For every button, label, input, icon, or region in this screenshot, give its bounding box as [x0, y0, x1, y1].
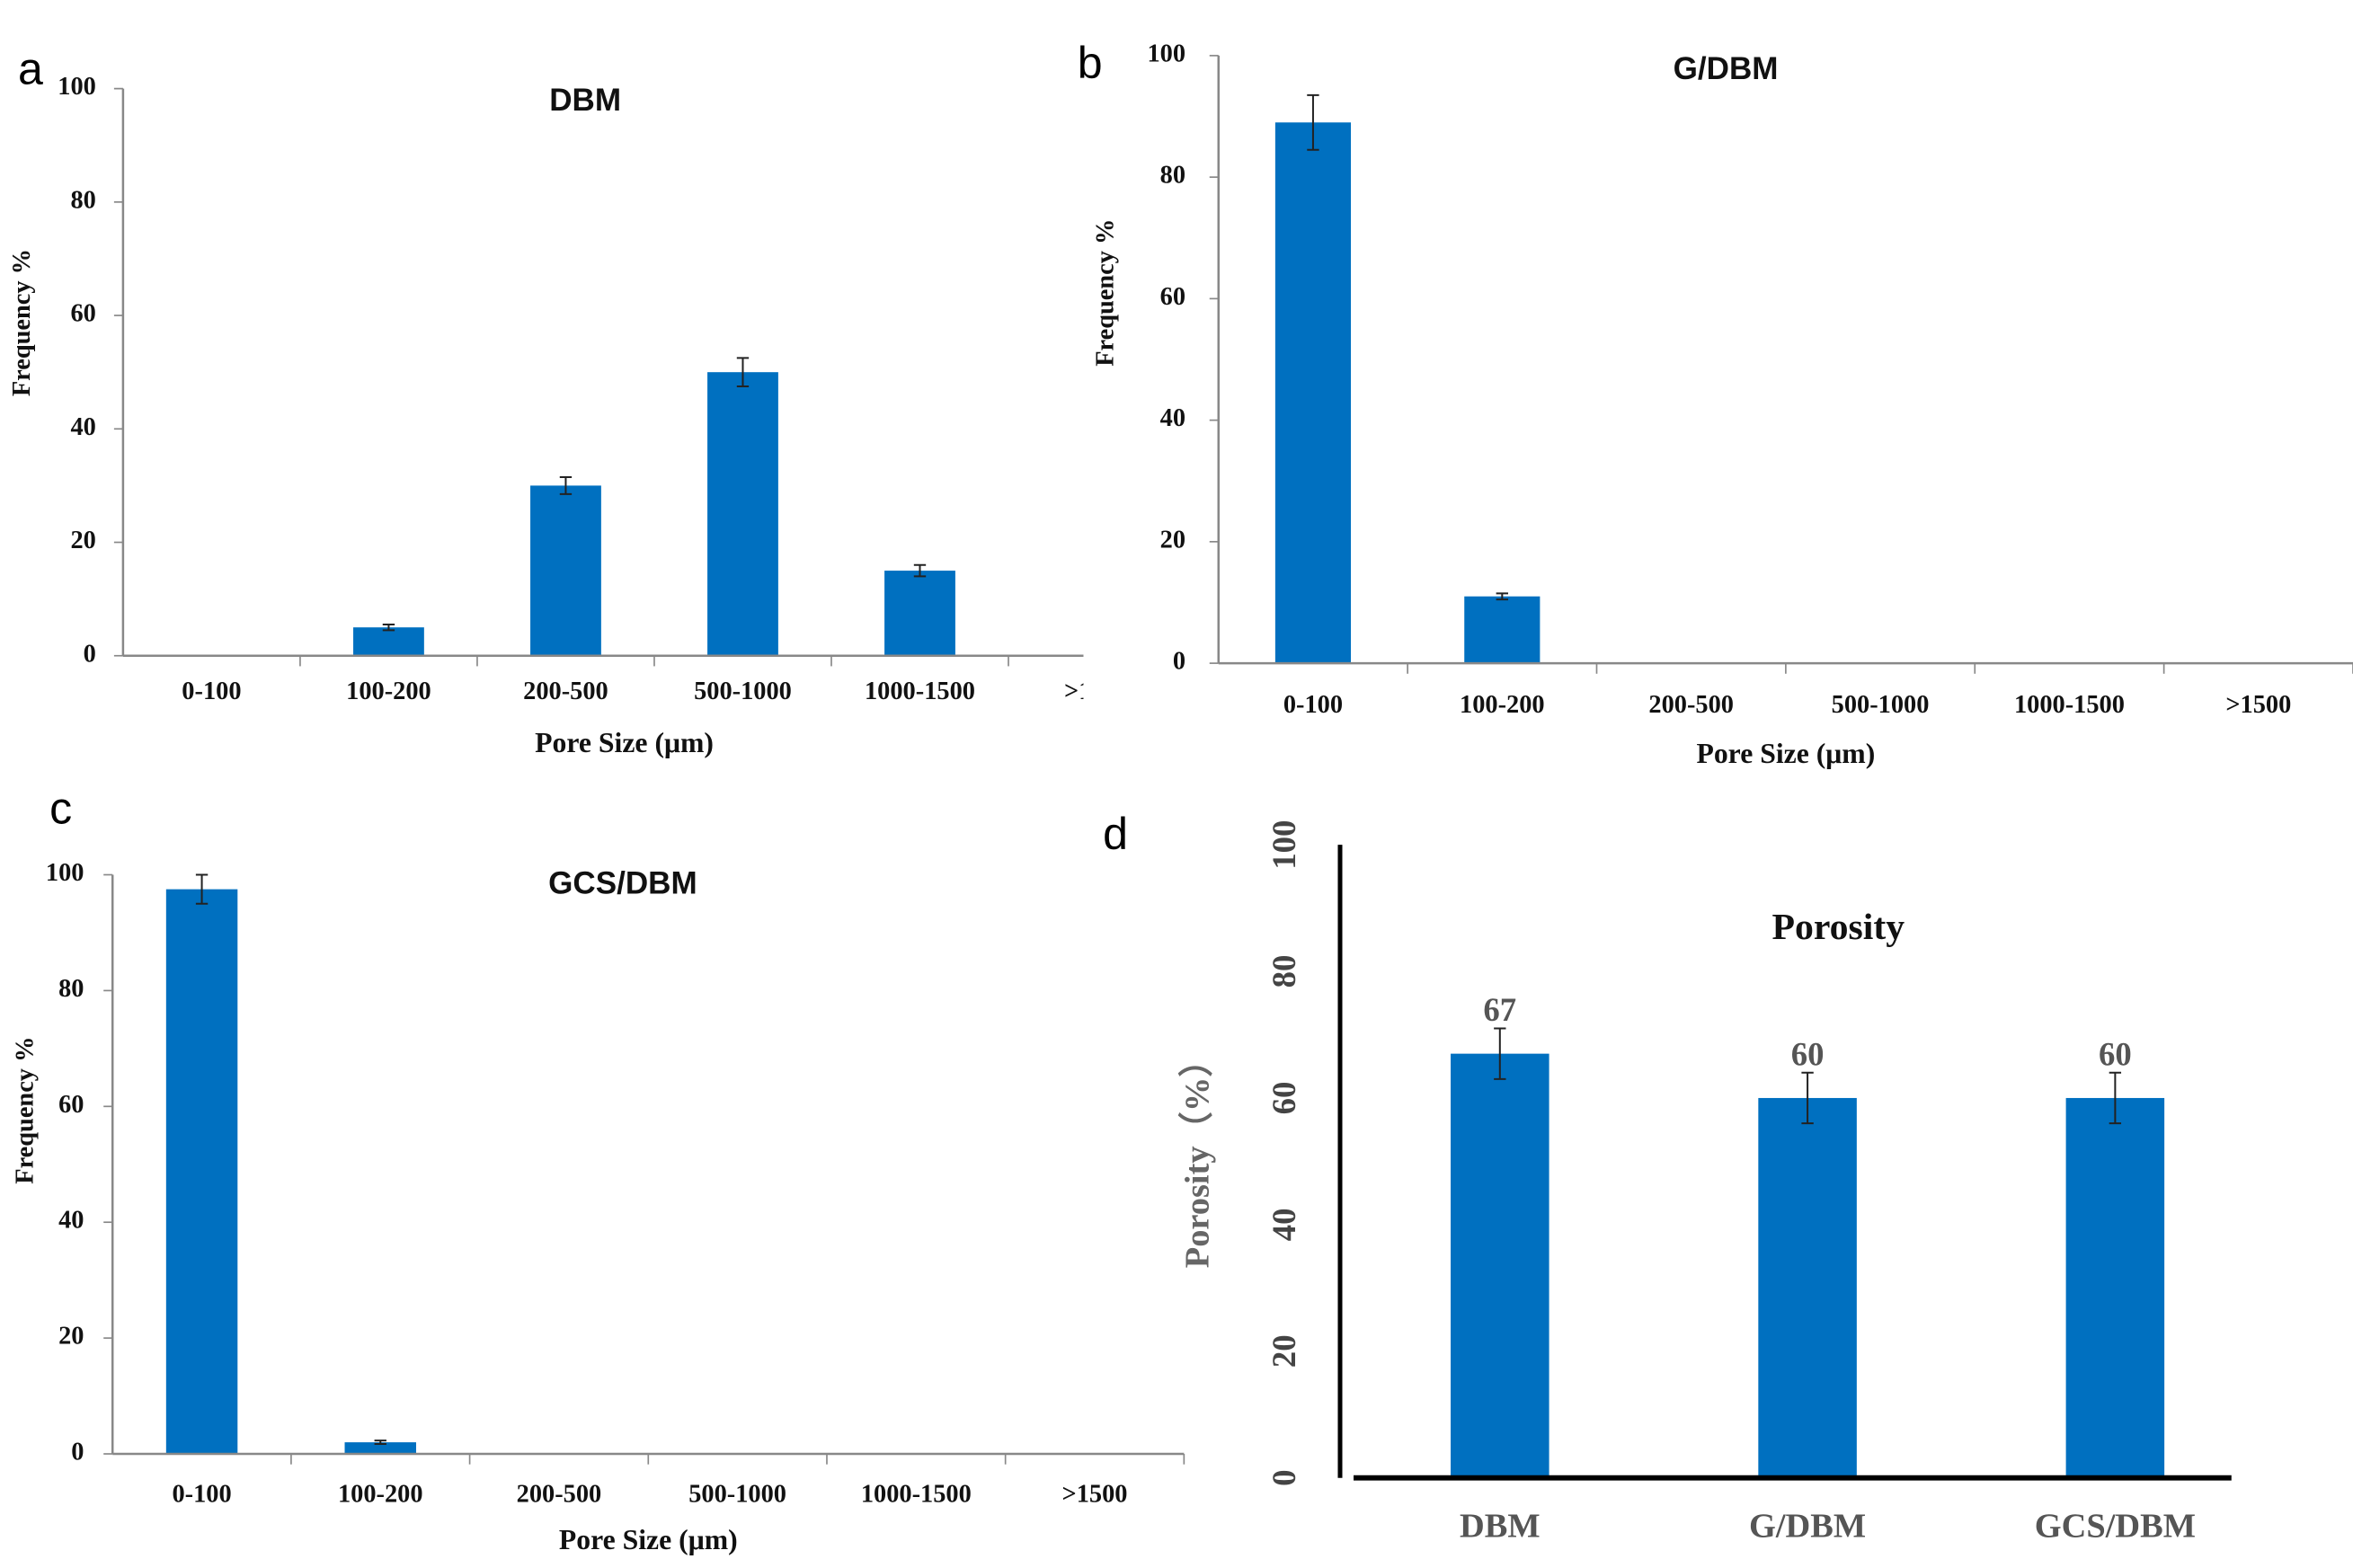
bar — [530, 485, 601, 656]
error-bar — [195, 873, 209, 905]
chart-title: GCS/DBM — [548, 865, 697, 900]
chart-title: G/DBM — [1674, 51, 1779, 86]
y-tick-label: 0 — [84, 640, 96, 668]
x-tick-label: 0-100 — [1283, 691, 1343, 719]
error-bar — [374, 1440, 386, 1446]
x-tick-label: >1500 — [1064, 678, 1130, 705]
y-tick-label: 20 — [58, 1323, 84, 1351]
y-tick-label: 80 — [1160, 162, 1185, 190]
x-tick-label: 200-500 — [517, 1480, 602, 1508]
panel-label: d — [1103, 809, 1128, 859]
error-bar — [1494, 1027, 1506, 1080]
y-tick-label: 100 — [46, 859, 84, 887]
y-axis-label: Frequency % — [12, 1037, 40, 1184]
chart-panel: Porosity 0 20 40 60 80 100 Porosity（%） 67 DBM 60 G/… — [1178, 820, 2232, 1545]
y-tick-label: 100 — [1147, 40, 1185, 67]
bar — [707, 372, 778, 656]
x-tick-label: G/DBM — [1749, 1507, 1866, 1545]
chart-panel: DBM 0 20 40 60 80 100 Frequency % Pore Size (μm)… — [8, 73, 1130, 758]
x-axis-label: Pore Size (μm) — [535, 727, 714, 758]
y-axis-label: Frequency % — [8, 249, 36, 396]
panel-label: b — [1078, 38, 1103, 88]
chart-panel: GCS/DBM 0 20 40 60 80 100 Frequency % Pore Size … — [12, 859, 1185, 1555]
chart-title: Porosity — [1772, 907, 1905, 948]
bar — [1464, 596, 1541, 664]
y-axis-label: Porosity（%） — [1178, 1042, 1217, 1268]
x-tick-label: 0-100 — [182, 678, 241, 705]
error-bar — [559, 475, 573, 495]
y-tick-label: 0 — [1173, 648, 1185, 676]
y-tick-label: 40 — [1160, 404, 1185, 432]
x-tick-label: 500-1000 — [694, 678, 792, 705]
y-tick-label: 100 — [1265, 820, 1302, 870]
x-tick-label: GCS/DBM — [2035, 1507, 2196, 1545]
error-bar — [736, 357, 750, 387]
chart-title: DBM — [549, 83, 621, 118]
y-tick-label: 0 — [1265, 1470, 1302, 1486]
bar — [884, 571, 955, 656]
x-tick-label: 100-200 — [1460, 691, 1545, 719]
x-tick-label: 500-1000 — [1832, 691, 1930, 719]
y-tick-label: 60 — [70, 300, 95, 328]
x-tick-label: 100-200 — [338, 1480, 423, 1508]
x-tick-label: 1000-1500 — [2014, 691, 2125, 719]
y-tick-label: 20 — [1265, 1334, 1302, 1368]
x-tick-label: 0-100 — [172, 1480, 231, 1508]
y-tick-label: 60 — [1160, 283, 1185, 311]
y-tick-label: 20 — [70, 527, 95, 554]
value-label: 60 — [2099, 1035, 2132, 1072]
bar — [2065, 1097, 2165, 1478]
panel-label: c — [49, 784, 72, 834]
chart-panel: G/DBM 0 20 40 60 80 100 Frequency % Pore Size (μ… — [1092, 40, 2353, 769]
value-label: 60 — [1791, 1035, 1825, 1072]
error-bar — [2109, 1071, 2122, 1125]
bar — [353, 627, 424, 656]
y-tick-label: 40 — [1265, 1209, 1302, 1242]
bar — [1758, 1097, 1857, 1478]
x-tick-label: 500-1000 — [688, 1480, 786, 1508]
x-tick-label: DBM — [1460, 1507, 1541, 1545]
y-tick-label: 80 — [70, 186, 95, 214]
bar — [165, 889, 238, 1454]
y-tick-label: 0 — [71, 1439, 84, 1466]
y-tick-label: 80 — [58, 975, 84, 1003]
bar — [344, 1442, 416, 1454]
y-tick-label: 40 — [70, 413, 95, 441]
x-tick-label: 1000-1500 — [861, 1480, 972, 1508]
y-tick-label: 40 — [58, 1207, 84, 1235]
error-bar — [1801, 1071, 1814, 1125]
x-tick-label: 1000-1500 — [865, 678, 975, 705]
y-tick-label: 60 — [1265, 1082, 1302, 1115]
x-axis-label: Pore Size (μm) — [559, 1524, 738, 1555]
panel-label: a — [18, 43, 43, 93]
x-tick-label: >1500 — [2225, 691, 2291, 719]
y-tick-label: 20 — [1160, 526, 1185, 554]
y-tick-label: 100 — [58, 73, 96, 101]
x-tick-label: >1500 — [1062, 1480, 1128, 1508]
x-tick-label: 200-500 — [1648, 691, 1734, 719]
y-tick-label: 80 — [1265, 955, 1302, 988]
bar — [1451, 1053, 1549, 1478]
x-tick-label: 200-500 — [523, 678, 608, 705]
x-axis-label: Pore Size (μm) — [1696, 738, 1875, 769]
error-bar — [382, 624, 395, 632]
bar — [1274, 122, 1352, 664]
x-tick-label: 100-200 — [346, 678, 431, 705]
y-axis-label: Frequency % — [1092, 219, 1120, 367]
y-tick-label: 60 — [58, 1091, 84, 1119]
error-bar — [913, 563, 927, 578]
value-label: 67 — [1483, 991, 1516, 1028]
error-bar — [1307, 93, 1319, 151]
error-bar — [1496, 592, 1508, 601]
